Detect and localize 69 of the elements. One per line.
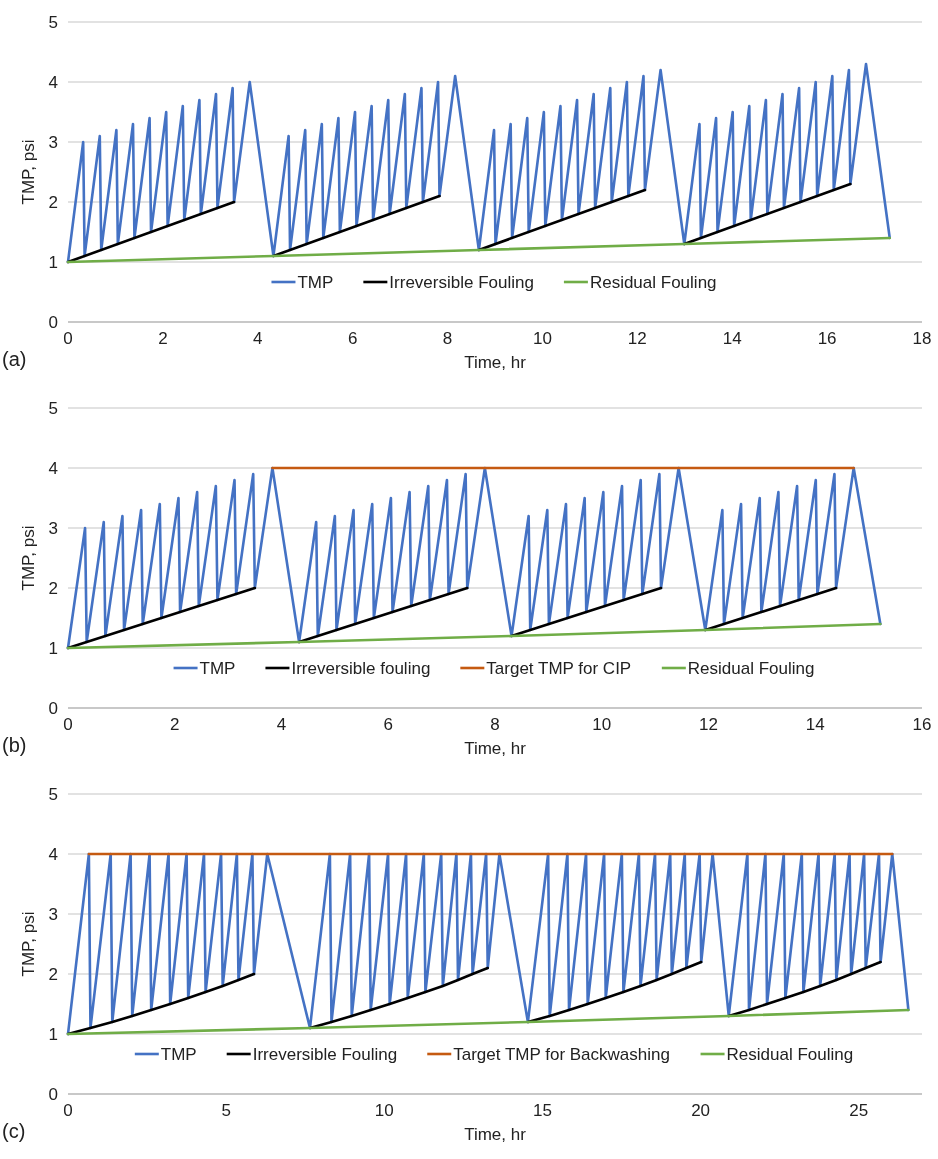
x-tick-label: 14 bbox=[722, 329, 742, 348]
y-tick-label: 1 bbox=[48, 638, 58, 658]
x-tick-label: 6 bbox=[383, 715, 393, 734]
y-tick-label: 0 bbox=[48, 1084, 58, 1104]
x-tick-label: 0 bbox=[63, 1101, 73, 1120]
x-tick-label: 14 bbox=[805, 715, 825, 734]
x-tick-label: 0 bbox=[63, 715, 73, 734]
line-series bbox=[66, 466, 882, 650]
x-tick-label: 10 bbox=[592, 715, 612, 734]
x-tick-label: 4 bbox=[276, 715, 287, 734]
x-tick-label: 10 bbox=[374, 1101, 394, 1120]
y-tick-label: 2 bbox=[48, 192, 58, 212]
x-tick-label: 2 bbox=[158, 329, 168, 348]
line-series bbox=[66, 852, 910, 1036]
line-series bbox=[66, 236, 892, 264]
y-tick-label: 5 bbox=[48, 398, 58, 418]
x-tick-label: 12 bbox=[627, 329, 647, 348]
y-tick-label: 1 bbox=[48, 1024, 58, 1044]
legend-label: Irreversible fouling bbox=[291, 658, 431, 678]
legend-label: Target TMP for CIP bbox=[486, 658, 632, 678]
y-tick-label: 0 bbox=[48, 312, 58, 332]
x-tick-label: 12 bbox=[699, 715, 718, 734]
y-tick-label: 5 bbox=[48, 12, 58, 32]
x-tick-label: 4 bbox=[253, 329, 263, 348]
y-axis-title: TMP, psi bbox=[19, 525, 38, 591]
x-axis-title: Time, hr bbox=[464, 739, 527, 758]
legend-label: TMP bbox=[160, 1044, 197, 1064]
x-axis-title: Time, hr bbox=[464, 1125, 527, 1144]
x-tick-label: 15 bbox=[532, 1101, 552, 1120]
legend-label: Irreversible Fouling bbox=[252, 1044, 398, 1064]
y-tick-label: 2 bbox=[48, 578, 58, 598]
x-tick-label: 18 bbox=[912, 329, 932, 348]
legend-label: Target TMP for Backwashing bbox=[453, 1044, 670, 1064]
line-series bbox=[66, 62, 892, 264]
text: (b) bbox=[2, 734, 27, 756]
y-tick-label: 3 bbox=[48, 132, 58, 152]
x-tick-label: 8 bbox=[490, 715, 500, 734]
line-series bbox=[66, 622, 882, 650]
x-tick-label: 25 bbox=[849, 1101, 869, 1120]
x-tick-label: 20 bbox=[691, 1101, 711, 1120]
legend-label: Residual Fouling bbox=[687, 658, 815, 678]
line-series bbox=[66, 1008, 910, 1036]
x-tick-label: 5 bbox=[221, 1101, 231, 1120]
y-tick-label: 0 bbox=[48, 698, 58, 718]
y-tick-label: 2 bbox=[48, 964, 58, 984]
x-tick-label: 8 bbox=[442, 329, 453, 348]
legend-label: Residual Fouling bbox=[589, 272, 717, 292]
x-tick-label: 2 bbox=[170, 715, 180, 734]
x-axis-title: Time, hr bbox=[464, 353, 527, 372]
x-tick-label: 0 bbox=[63, 329, 73, 348]
x-tick-label: 10 bbox=[532, 329, 552, 348]
legend-label: TMP bbox=[199, 658, 236, 678]
y-tick-label: 5 bbox=[48, 784, 58, 804]
legend-label: Residual Fouling bbox=[726, 1044, 854, 1064]
x-tick-label: 6 bbox=[347, 329, 358, 348]
y-tick-label: 4 bbox=[48, 458, 58, 478]
y-tick-label: 3 bbox=[48, 904, 58, 924]
y-tick-label: 3 bbox=[48, 518, 58, 538]
x-tick-label: 16 bbox=[817, 329, 837, 348]
legend-label: TMP bbox=[297, 272, 334, 292]
y-tick-label: 1 bbox=[48, 252, 58, 272]
y-axis-title: TMP, psi bbox=[19, 139, 38, 205]
y-tick-label: 4 bbox=[48, 72, 58, 92]
y-axis-title: TMP, psi bbox=[19, 911, 38, 977]
x-tick-label: 16 bbox=[912, 715, 932, 734]
legend-label: Irreversible Fouling bbox=[389, 272, 534, 292]
text: (a) bbox=[2, 348, 27, 370]
y-tick-label: 4 bbox=[48, 844, 58, 864]
text: (c) bbox=[2, 1120, 26, 1142]
